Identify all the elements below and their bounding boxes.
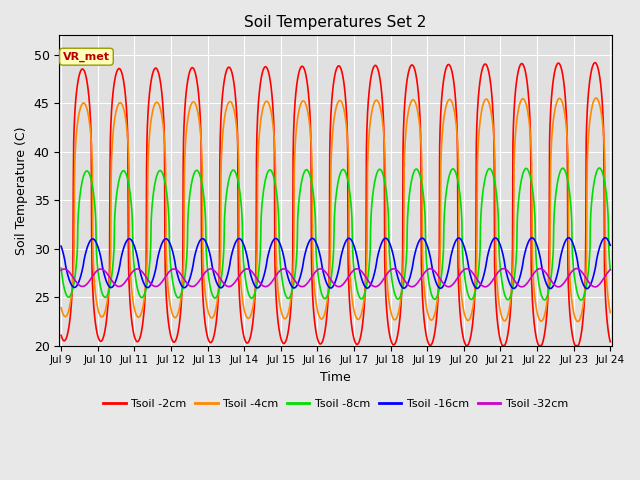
Title: Soil Temperatures Set 2: Soil Temperatures Set 2 [244, 15, 427, 30]
Tsoil -32cm [241, 267, 248, 273]
Tsoil -16cm [421, 237, 429, 243]
Tsoil -16cm [57, 243, 65, 249]
Tsoil -8cm [577, 297, 585, 303]
Tsoil -32cm [57, 267, 65, 273]
Tsoil -8cm [241, 270, 248, 276]
Tsoil -2cm [179, 161, 187, 167]
Tsoil -4cm [166, 300, 173, 306]
Tsoil -2cm [493, 313, 500, 319]
Tsoil -4cm [574, 319, 582, 324]
Tsoil -4cm [592, 95, 600, 101]
Tsoil -8cm [541, 297, 549, 303]
Line: Tsoil -32cm: Tsoil -32cm [61, 269, 611, 287]
Tsoil -8cm [57, 265, 65, 271]
Tsoil -16cm [541, 277, 549, 283]
Tsoil -4cm [421, 291, 429, 297]
Text: VR_met: VR_met [63, 51, 110, 62]
Legend: Tsoil -2cm, Tsoil -4cm, Tsoil -8cm, Tsoil -16cm, Tsoil -32cm: Tsoil -2cm, Tsoil -4cm, Tsoil -8cm, Tsoi… [99, 395, 572, 413]
Tsoil -8cm [166, 252, 173, 258]
Tsoil -2cm [463, 343, 470, 348]
Tsoil -32cm [166, 268, 173, 274]
Tsoil -4cm [57, 305, 65, 311]
Tsoil -8cm [493, 192, 500, 197]
Tsoil -16cm [493, 236, 500, 241]
Tsoil -32cm [179, 275, 187, 281]
Tsoil -8cm [421, 208, 429, 214]
Tsoil -2cm [607, 339, 614, 345]
Tsoil -2cm [57, 333, 65, 338]
Line: Tsoil -2cm: Tsoil -2cm [61, 63, 611, 346]
Tsoil -4cm [493, 273, 500, 279]
Tsoil -32cm [607, 267, 614, 273]
Tsoil -4cm [179, 269, 187, 275]
Tsoil -32cm [591, 284, 599, 290]
Tsoil -4cm [607, 310, 614, 315]
Tsoil -16cm [166, 240, 173, 246]
Line: Tsoil -4cm: Tsoil -4cm [61, 98, 611, 322]
Line: Tsoil -16cm: Tsoil -16cm [61, 238, 611, 288]
Tsoil -4cm [241, 309, 248, 314]
X-axis label: Time: Time [320, 371, 351, 384]
Tsoil -4cm [541, 311, 549, 316]
Tsoil -8cm [607, 267, 614, 273]
Tsoil -32cm [541, 269, 549, 275]
Tsoil -2cm [591, 60, 599, 66]
Tsoil -32cm [493, 272, 500, 277]
Tsoil -8cm [596, 165, 604, 171]
Tsoil -16cm [179, 285, 187, 290]
Tsoil -8cm [179, 284, 187, 289]
Tsoil -16cm [602, 235, 609, 240]
Tsoil -2cm [241, 336, 248, 342]
Tsoil -16cm [583, 286, 591, 291]
Tsoil -32cm [573, 266, 580, 272]
Tsoil -16cm [241, 244, 248, 250]
Tsoil -2cm [541, 325, 549, 331]
Line: Tsoil -8cm: Tsoil -8cm [61, 168, 611, 300]
Tsoil -32cm [421, 270, 429, 276]
Tsoil -2cm [421, 323, 429, 329]
Y-axis label: Soil Temperature (C): Soil Temperature (C) [15, 126, 28, 255]
Tsoil -16cm [607, 242, 614, 248]
Tsoil -2cm [166, 329, 173, 335]
